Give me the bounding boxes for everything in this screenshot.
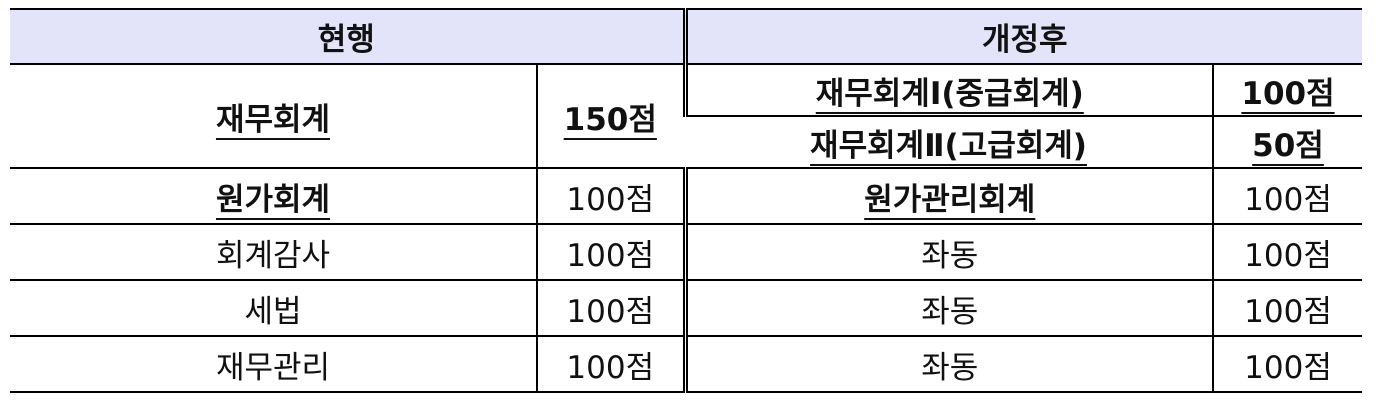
current-score: 100점	[535, 223, 686, 281]
exam-subject-comparison-table: 현행 개정후 재무회계 150점 재무회계Ⅰ(중급회계) 100점 재무회계Ⅱ(…	[10, 8, 1363, 393]
revised-score: 100점	[1212, 167, 1363, 225]
current-score: 100점	[535, 279, 686, 337]
revised-subject: 재무회계Ⅱ(고급회계)	[685, 115, 1214, 169]
revised-subject: 좌동	[682, 335, 1214, 393]
current-score: 100점	[535, 335, 686, 393]
revised-score: 100점	[1212, 335, 1363, 393]
current-subject: 세법	[10, 279, 537, 337]
revised-score: 100점	[1212, 279, 1363, 337]
revised-score: 50점	[1212, 115, 1363, 169]
revised-score: 100점	[1212, 223, 1363, 281]
header-current: 현행	[10, 8, 686, 65]
table-row: 회계감사 100점 좌동 100점	[10, 223, 1363, 281]
header-revised: 개정후	[682, 8, 1363, 65]
table-row: 재무회계 150점 재무회계Ⅰ(중급회계) 100점	[10, 63, 1363, 169]
header-row: 현행 개정후	[10, 8, 1363, 65]
current-score: 100점	[535, 167, 686, 225]
revised-subject: 좌동	[682, 279, 1214, 337]
table-row: 세법 100점 좌동 100점	[10, 279, 1363, 337]
revised-subject: 좌동	[682, 223, 1214, 281]
current-score: 150점	[535, 63, 686, 169]
table-row: 재무회계Ⅱ(고급회계) 50점	[10, 115, 1363, 169]
revised-subject: 재무회계Ⅰ(중급회계)	[682, 63, 1214, 117]
revised-subject: 원가관리회계	[682, 167, 1214, 225]
table-row: 원가회계 100점 원가관리회계 100점	[10, 167, 1363, 225]
current-subject: 회계감사	[10, 223, 537, 281]
current-subject: 재무회계	[10, 63, 537, 169]
current-subject: 재무관리	[10, 335, 537, 393]
revised-score: 100점	[1212, 63, 1363, 117]
table-row: 재무관리 100점 좌동 100점	[10, 335, 1363, 393]
current-subject: 원가회계	[10, 167, 537, 225]
